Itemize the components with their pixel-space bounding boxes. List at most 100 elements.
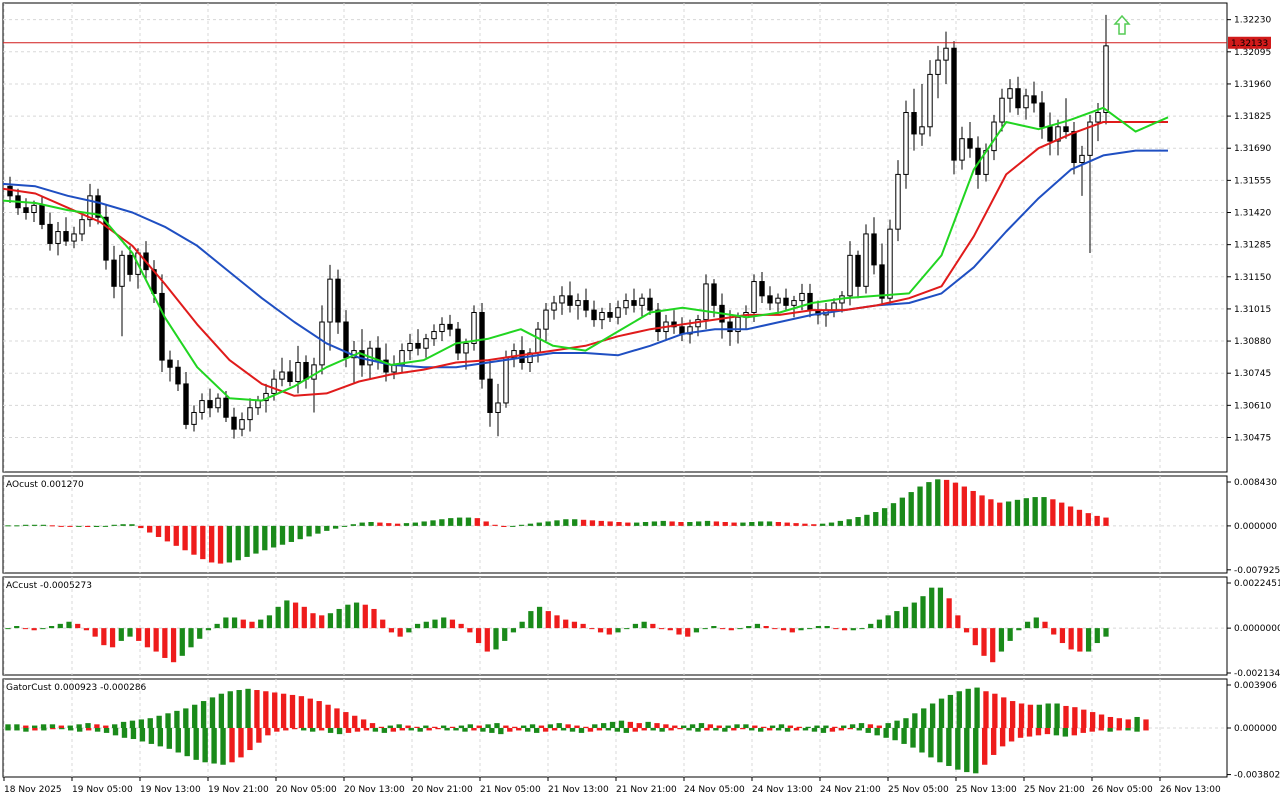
histogram-bar — [467, 628, 473, 633]
histogram-bar — [226, 525, 233, 563]
bullish-candle — [543, 309, 549, 330]
histogram-bar — [253, 525, 259, 554]
histogram-bar — [876, 725, 882, 728]
pane-frame-1 — [2, 475, 1228, 574]
histogram-bar — [1041, 497, 1047, 526]
histogram-bar — [40, 628, 46, 630]
bullish-candle — [247, 407, 253, 421]
histogram-bar — [76, 525, 82, 527]
bearish-candle — [103, 216, 109, 261]
histogram-bar — [1143, 728, 1149, 731]
histogram-bar — [175, 728, 181, 753]
histogram-bar — [698, 723, 705, 728]
histogram-bar — [480, 728, 486, 732]
histogram-bar — [728, 628, 734, 631]
histogram-bar — [1098, 714, 1105, 728]
histogram-bar — [634, 522, 640, 526]
histogram-bar — [40, 524, 47, 526]
histogram-bar — [1085, 628, 1092, 652]
histogram-bar — [829, 728, 836, 732]
histogram-bar — [147, 525, 153, 533]
bearish-candle — [1047, 126, 1053, 142]
bullish-candle — [279, 371, 285, 380]
bullish-candle — [1079, 154, 1085, 164]
histogram-bar — [1035, 728, 1042, 736]
histogram-bar — [876, 619, 883, 629]
histogram-bar — [899, 497, 905, 526]
histogram-bar — [1050, 499, 1056, 526]
bullish-candle — [927, 73, 933, 128]
bearish-candle — [1039, 102, 1045, 128]
histogram-bar — [166, 728, 172, 749]
histogram-bar — [173, 525, 179, 546]
histogram-bar — [83, 628, 90, 631]
bullish-candle — [687, 326, 693, 335]
histogram-bar — [758, 521, 764, 526]
price-label-box — [1228, 36, 1271, 49]
histogram-bar — [279, 525, 286, 545]
bearish-candle — [127, 254, 133, 275]
bullish-candle — [1087, 121, 1093, 156]
histogram-bar — [217, 525, 224, 564]
bullish-candle — [559, 295, 565, 304]
histogram-bar — [1036, 704, 1042, 728]
histogram-bar — [510, 628, 517, 633]
histogram-bar — [76, 724, 82, 728]
histogram-bar — [938, 698, 945, 728]
histogram-bar — [489, 728, 495, 733]
histogram-bar — [580, 519, 587, 526]
histogram-bar — [609, 721, 616, 728]
histogram-bar — [597, 628, 604, 633]
histogram-bar — [990, 728, 997, 755]
histogram-bar — [58, 725, 65, 728]
histogram-bar — [484, 628, 490, 652]
histogram-bar — [547, 724, 553, 728]
pane-frame-2 — [2, 576, 1228, 676]
histogram-bar — [920, 596, 926, 629]
histogram-bar — [1134, 716, 1140, 728]
histogram-bar — [209, 697, 216, 728]
bullish-candle — [87, 195, 93, 221]
histogram-bar — [580, 623, 586, 629]
histogram-bar — [772, 628, 778, 630]
histogram-bar — [372, 728, 379, 732]
histogram-bar — [824, 626, 830, 629]
histogram-bar — [1045, 703, 1051, 728]
histogram-bar — [503, 725, 509, 728]
histogram-bar — [448, 518, 454, 526]
bullish-candle — [463, 342, 469, 354]
histogram-bar — [1134, 728, 1140, 732]
histogram-bar — [412, 522, 418, 526]
histogram-bar — [1007, 628, 1013, 641]
histogram-bar — [223, 617, 229, 629]
histogram-bar — [48, 626, 55, 629]
histogram-bar — [981, 628, 987, 656]
histogram-bar — [819, 523, 826, 526]
y-tick-label: 0.008430 — [1234, 478, 1277, 488]
histogram-bar — [205, 628, 212, 631]
histogram-bar — [403, 523, 410, 526]
histogram-bar — [740, 522, 746, 526]
histogram-bar — [1125, 719, 1131, 728]
histogram-bar — [102, 525, 109, 527]
histogram-bar — [381, 728, 388, 733]
histogram-bar — [681, 725, 687, 728]
histogram-bar — [430, 520, 436, 526]
histogram-bar — [542, 728, 549, 732]
histogram-bar — [873, 512, 879, 526]
histogram-bar — [238, 728, 244, 758]
bearish-candle — [807, 292, 813, 311]
histogram-bar — [961, 486, 967, 526]
x-tick-label: 26 Nov 05:00 — [1092, 785, 1153, 795]
histogram-bar — [1053, 728, 1060, 736]
x-tick-label: 25 Nov 13:00 — [956, 785, 1017, 795]
histogram-bar — [551, 728, 558, 731]
histogram-bar — [170, 628, 177, 663]
histogram-bar — [66, 621, 72, 629]
price-label-text: 1.32133 — [1231, 39, 1268, 49]
histogram-bar — [711, 626, 717, 629]
histogram-bar — [1027, 704, 1034, 728]
histogram-bar — [275, 606, 281, 629]
bearish-candle — [167, 359, 173, 368]
